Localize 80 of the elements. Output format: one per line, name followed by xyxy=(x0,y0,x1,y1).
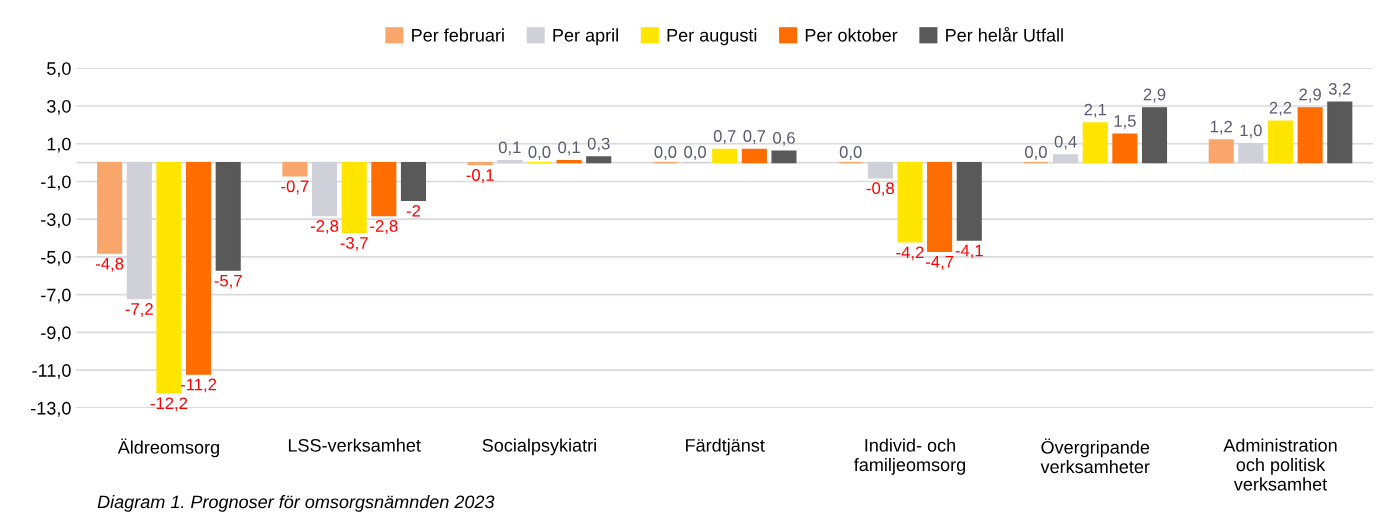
data-label: -2,8 xyxy=(310,220,339,234)
data-label: 3,2 xyxy=(1328,82,1351,97)
data-label: 0,6 xyxy=(773,132,795,146)
data-label: 1,0 xyxy=(1240,124,1262,139)
y-tick-label: 3,0 xyxy=(47,99,71,115)
data-label: 0,1 xyxy=(558,141,580,156)
data-label: 0,7 xyxy=(713,130,736,144)
bar xyxy=(215,161,241,271)
bar xyxy=(1112,133,1138,164)
data-label: 0,0 xyxy=(654,146,677,160)
data-label: -4,2 xyxy=(896,246,924,261)
legend-label: Per augusti xyxy=(667,28,757,46)
bar xyxy=(1297,107,1323,164)
data-label: 0,0 xyxy=(684,146,706,160)
data-label: 0,7 xyxy=(743,130,766,144)
bar xyxy=(927,161,953,252)
x-tick-label: Övergripande verksamheter xyxy=(1040,438,1150,474)
y-tick-label: -11,0 xyxy=(32,364,71,380)
legend-label: Per februari xyxy=(412,28,504,42)
data-label: -0,7 xyxy=(281,180,309,195)
bar xyxy=(897,161,923,243)
y-tick-label: -3,0 xyxy=(41,213,71,229)
bar xyxy=(97,161,123,254)
data-label: 1,2 xyxy=(1210,120,1232,135)
data-label: -3,7 xyxy=(340,237,368,251)
data-label: 0,1 xyxy=(498,141,521,156)
bar xyxy=(186,161,212,375)
y-tick-label: 5,0 xyxy=(47,62,71,78)
y-tick-label: -7,0 xyxy=(41,288,71,304)
bar xyxy=(400,161,427,202)
data-label: 2,9 xyxy=(1299,88,1321,103)
legend-label: Per helår Utfall xyxy=(946,26,1063,42)
data-label: -2 xyxy=(406,204,421,217)
data-label: -4,7 xyxy=(925,256,954,270)
data-label: 0,0 xyxy=(839,146,862,160)
data-label: 2,9 xyxy=(1143,88,1166,103)
legend-label: Per oktober xyxy=(805,28,898,42)
y-tick-label: -9,0 xyxy=(41,326,71,342)
data-label: -12,2 xyxy=(150,397,188,412)
data-label: 2,1 xyxy=(1084,103,1107,118)
y-tick-label: -5,0 xyxy=(41,250,71,266)
data-label: 0,3 xyxy=(587,137,610,152)
data-label: 0,4 xyxy=(1054,135,1077,150)
bar xyxy=(341,161,367,234)
data-label: -11,2 xyxy=(180,378,217,393)
data-label: 0,0 xyxy=(528,146,551,160)
y-tick-label: -13,0 xyxy=(31,401,71,417)
bar xyxy=(586,156,612,164)
x-tick-label: Individ- och familjeomsorg xyxy=(854,438,965,475)
data-label: 0,0 xyxy=(1025,146,1047,160)
x-tick-label: Socialpsykiatri xyxy=(482,438,596,456)
bar xyxy=(712,148,738,164)
legend-label: Per april xyxy=(553,28,618,46)
x-tick-label: Administration och politisk verksamhet xyxy=(1223,438,1337,491)
data-label: 1,5 xyxy=(1114,115,1136,129)
bar xyxy=(956,161,982,241)
x-tick-label: LSS-verksamhet xyxy=(288,438,421,452)
x-tick-label: Färdtjänst xyxy=(686,438,765,456)
y-tick-label: 1,0 xyxy=(47,137,71,153)
data-label: -0,8 xyxy=(866,182,894,197)
x-tick-label: Äldreomsorg xyxy=(117,438,219,458)
data-label: -4,1 xyxy=(955,244,983,259)
bar xyxy=(1208,139,1234,164)
data-label: -4,8 xyxy=(96,257,124,272)
bar xyxy=(1141,107,1168,164)
bar xyxy=(282,161,308,177)
y-tick-label: -1,0 xyxy=(41,175,71,191)
bar xyxy=(1082,122,1108,164)
data-label: 2,2 xyxy=(1269,101,1292,116)
bar xyxy=(771,150,797,164)
bar xyxy=(156,161,182,394)
data-label: -5,7 xyxy=(214,274,242,289)
data-label: -7,2 xyxy=(125,303,153,317)
data-label: -2,8 xyxy=(370,220,398,234)
bar xyxy=(1327,101,1353,164)
data-label: -0,1 xyxy=(466,169,494,183)
text: Diagram 1. Prognoser för omsorgsnämnden 2023 xyxy=(97,495,495,512)
bar xyxy=(371,161,397,217)
bar xyxy=(741,148,767,164)
bar xyxy=(1267,120,1294,164)
